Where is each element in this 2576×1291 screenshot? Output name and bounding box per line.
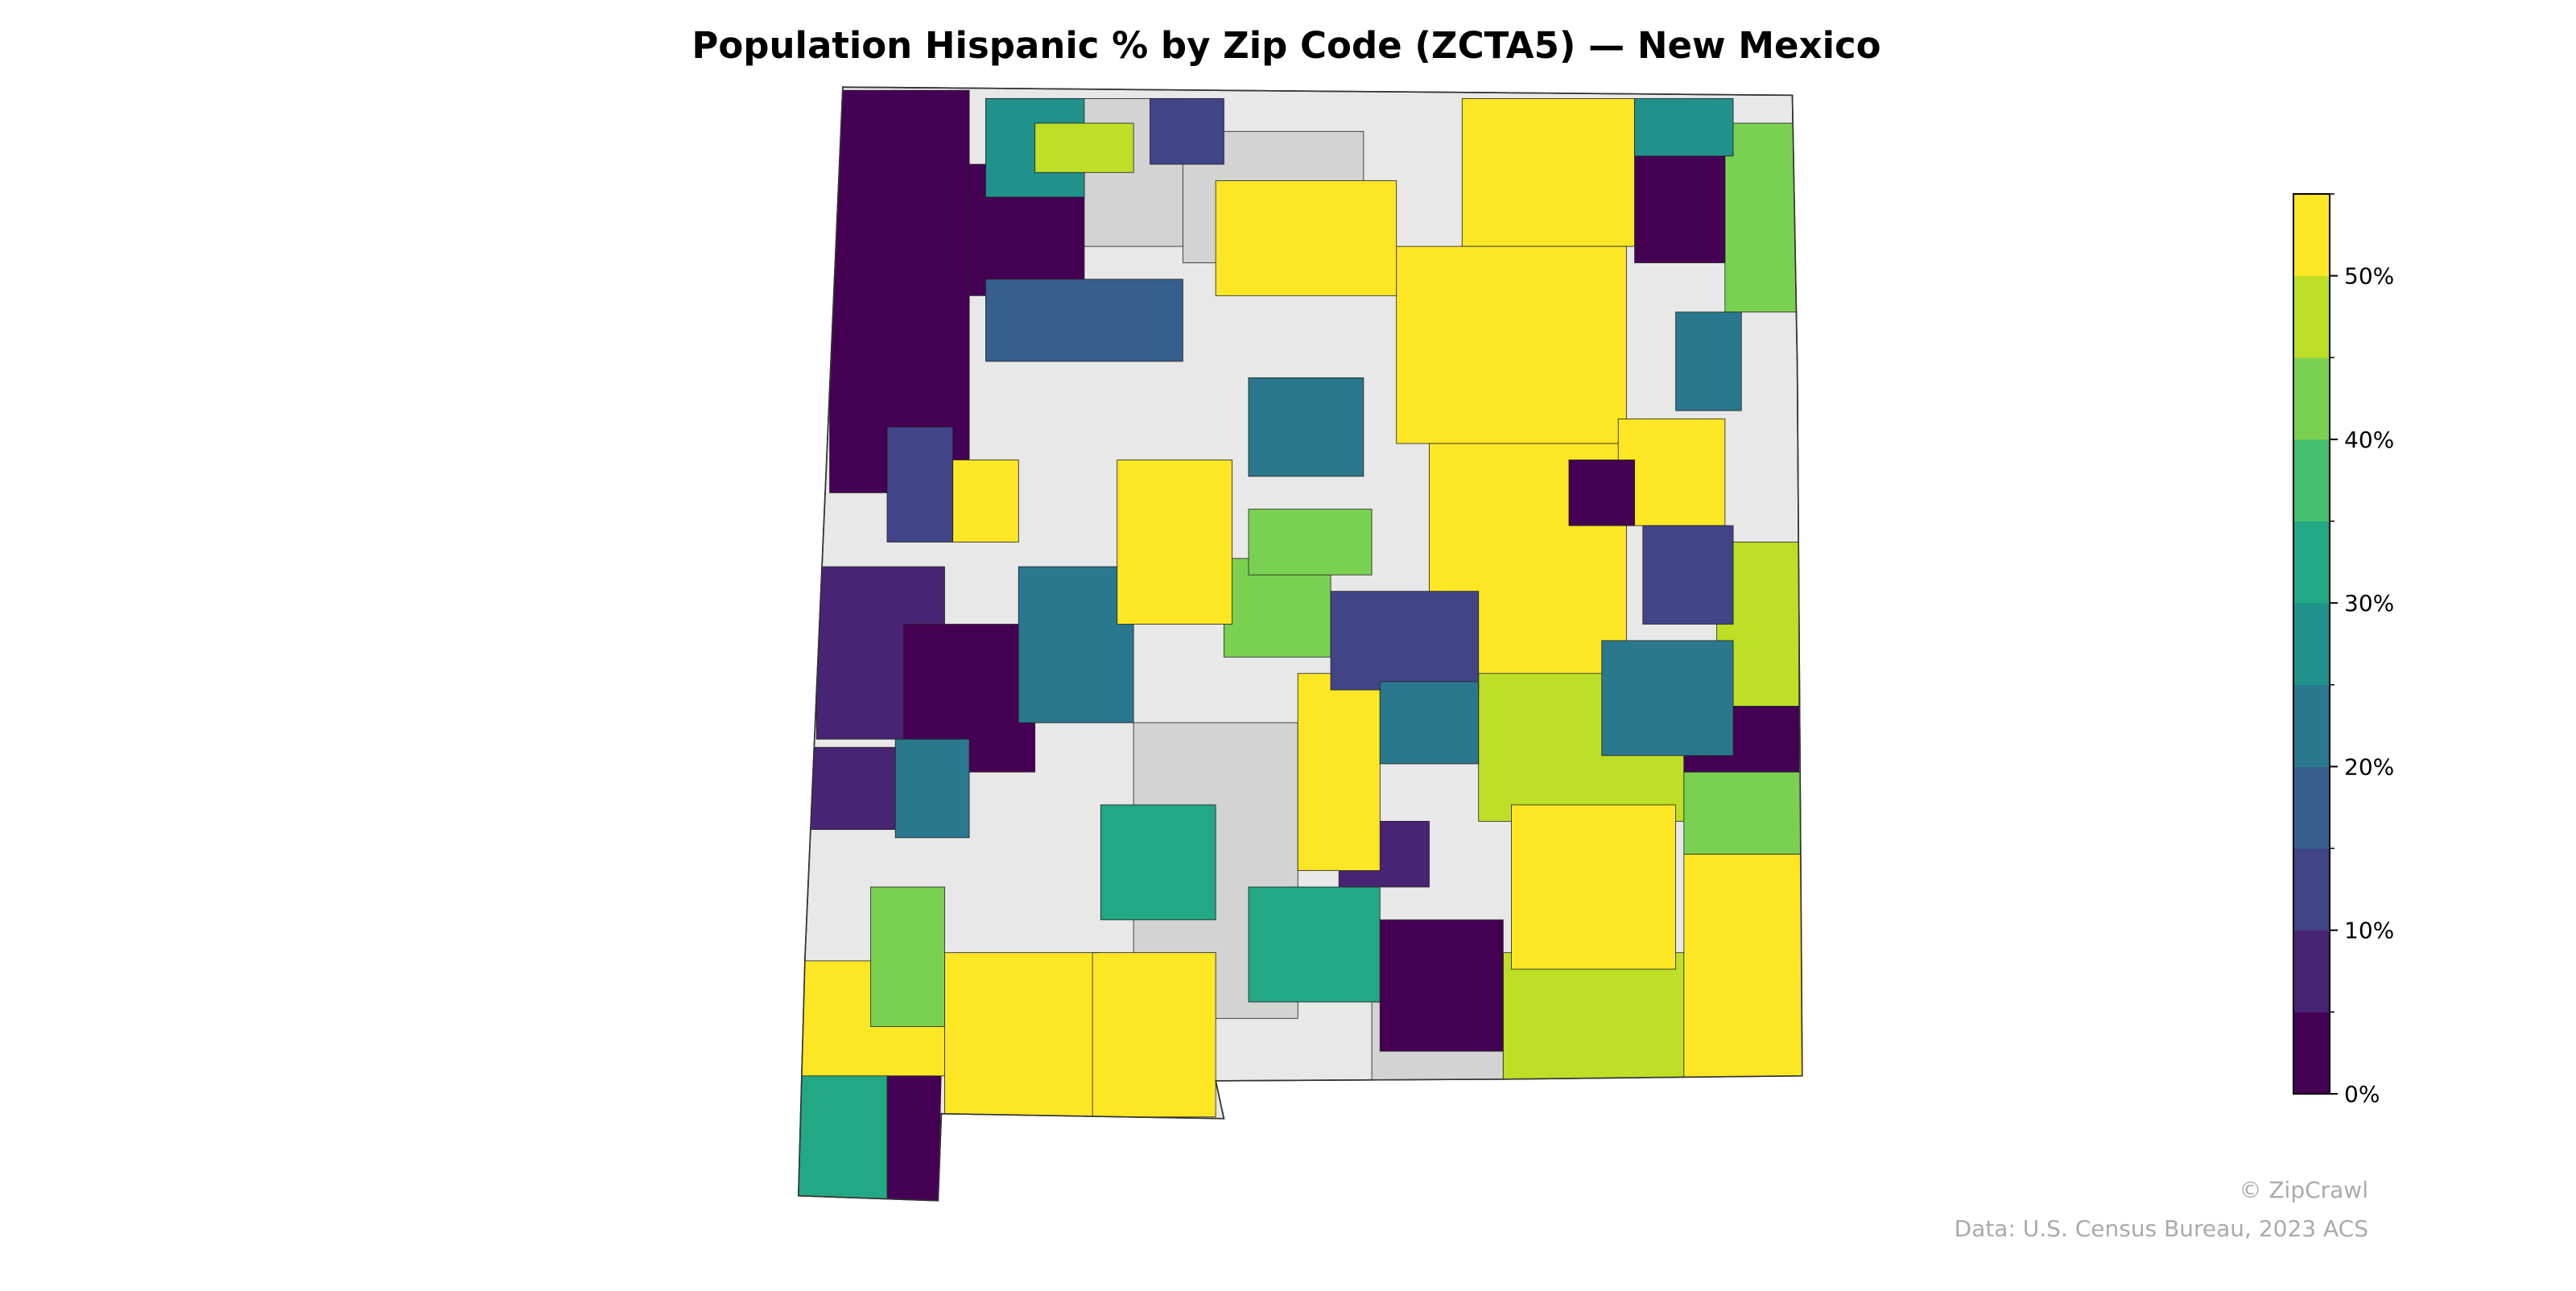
zip-region (1248, 377, 1364, 477)
zip-region (1379, 681, 1480, 765)
zip-region (1396, 245, 1627, 444)
zip-region (1248, 886, 1381, 1003)
zip-region (1297, 673, 1381, 872)
zip-region (1461, 98, 1636, 247)
colorbar-frame (2293, 193, 2330, 1095)
colorbar-tick-label: 0% (2344, 1081, 2380, 1107)
zip-region (829, 89, 970, 493)
zip-region (1117, 460, 1233, 625)
zip-region (1511, 804, 1677, 970)
zip-region (1724, 122, 1800, 313)
color-bin (2293, 357, 2330, 440)
zip-region (870, 886, 945, 1027)
color-bin (2293, 1012, 2330, 1095)
color-bin (2293, 684, 2330, 767)
color-bin (2293, 194, 2330, 277)
zip-region (886, 427, 954, 542)
zip-region (1634, 98, 1734, 157)
map-title: Population Hispanic % by Zip Code (ZCTA5… (691, 24, 1880, 67)
zip-region (1092, 952, 1216, 1118)
zip-region (1150, 98, 1224, 165)
zip-region (1568, 460, 1636, 526)
colorbar-tick-label: 40% (2344, 427, 2394, 453)
color-bin (2293, 439, 2330, 522)
zip-region (1248, 509, 1373, 575)
zip-region (1502, 952, 1685, 1085)
zip-region (1379, 919, 1504, 1052)
colorbar-tick-label: 20% (2344, 753, 2394, 780)
zip-region (1617, 418, 1726, 526)
zip-region (1601, 640, 1734, 757)
color-bin (2293, 603, 2330, 686)
color-bin (2293, 930, 2330, 1013)
zip-region (1215, 180, 1397, 296)
zip-region (952, 460, 1019, 542)
zip-region (1642, 525, 1734, 625)
color-bin (2293, 848, 2330, 931)
zip-region (1683, 771, 1802, 855)
zip-region (1034, 122, 1134, 173)
state-border (797, 86, 1803, 1202)
zip-region (1018, 566, 1134, 724)
map-area (797, 86, 1803, 1202)
zip-region (1683, 853, 1802, 1085)
zip-region (894, 738, 970, 839)
colorbar: 0% 10% 20% 30% 40% 50% (2293, 193, 2394, 1107)
zip-region (1634, 147, 1726, 263)
zip-region (1100, 804, 1216, 921)
color-bin (2293, 766, 2330, 849)
colorbar-tick-label: 10% (2344, 918, 2394, 944)
credit: © ZipCrawl (2239, 1177, 2368, 1203)
color-bin (2293, 275, 2330, 358)
colorbar-tick-label: 50% (2344, 263, 2394, 290)
zip-region (944, 952, 1101, 1118)
zip-region (1330, 591, 1480, 691)
source-note: Data: U.S. Census Bureau, 2023 ACS (1955, 1215, 2368, 1242)
zip-region (985, 278, 1183, 362)
color-bin (2293, 521, 2330, 604)
colorbar-tick-label: 30% (2344, 590, 2394, 617)
zip-regions (798, 89, 1802, 1201)
zip-region (1675, 311, 1742, 411)
